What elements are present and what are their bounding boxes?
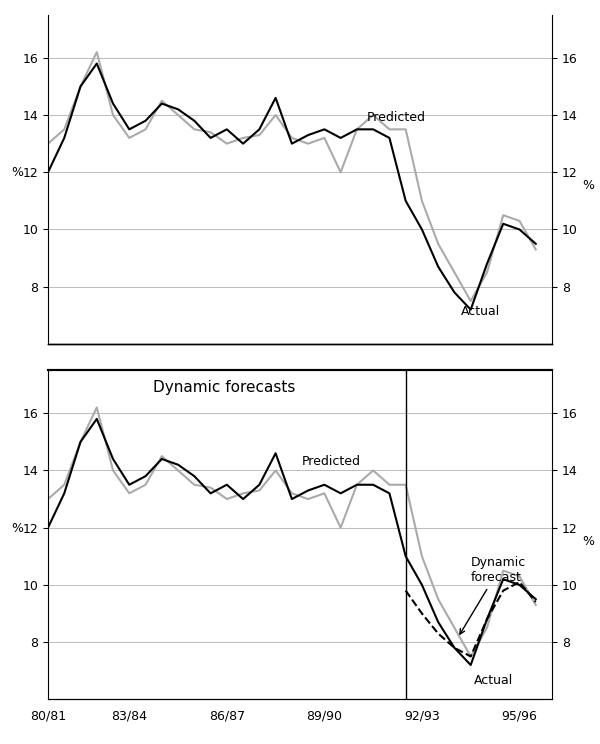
Text: Actual: Actual [474,673,513,687]
Y-axis label: %: % [583,535,595,548]
Text: Actual: Actual [461,305,500,318]
Y-axis label: %: % [583,179,595,193]
Y-axis label: %: % [11,167,23,179]
Text: Predicted: Predicted [367,111,425,124]
Text: Dynamic forecasts: Dynamic forecasts [153,380,296,395]
Text: Dynamic
forecast: Dynamic forecast [460,557,526,634]
Y-axis label: %: % [11,522,23,535]
Text: Predicted: Predicted [302,455,361,468]
